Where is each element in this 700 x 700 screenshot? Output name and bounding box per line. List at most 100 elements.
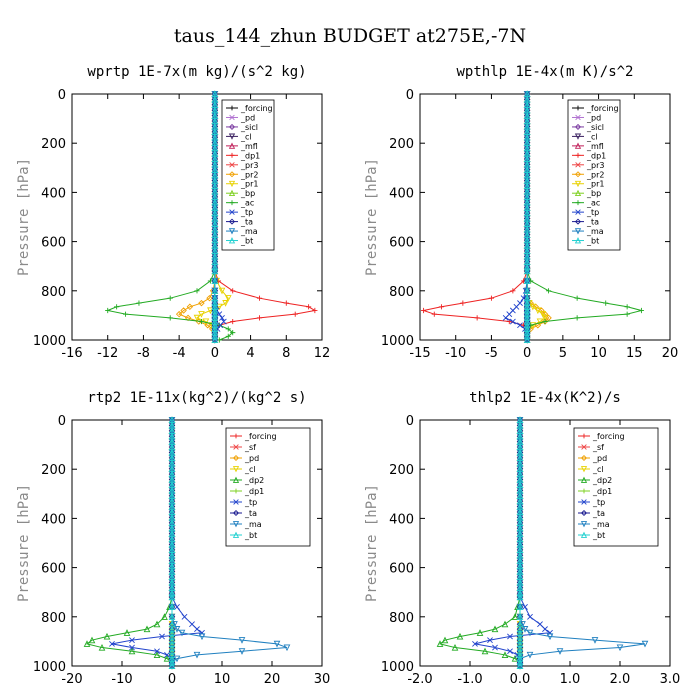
legend-marker — [575, 152, 581, 158]
y-tick-label: 800 — [41, 611, 66, 626]
x-tick-label: 20 — [662, 346, 679, 361]
legend-marker — [228, 133, 236, 140]
x-tick-label: 4 — [246, 346, 254, 361]
y-tick-label: 1000 — [33, 334, 66, 349]
legend-marker — [575, 114, 581, 121]
legend-label: _ta — [586, 218, 599, 227]
series-line-dp2 — [85, 420, 173, 666]
legend-label: _cl — [592, 465, 604, 474]
x-tick-label: -10 — [445, 346, 466, 361]
legend-marker — [574, 171, 582, 178]
legend-label: _dp1 — [592, 487, 612, 496]
legend-label: _tp — [592, 498, 605, 507]
y-tick-label: 1000 — [381, 660, 414, 675]
legend-marker — [580, 476, 588, 483]
x-tick-label: -8 — [137, 346, 150, 361]
legend-marker — [228, 218, 236, 225]
legend-label: _pd — [240, 113, 255, 122]
series-line-dp1 — [421, 94, 528, 340]
panel-title: wprtp 1E-7x(m kg)/(s^2 kg) — [87, 64, 306, 80]
y-axis-label: Pressure [hPa] — [16, 158, 32, 276]
legend-label: _pr1 — [586, 180, 604, 189]
x-tick-label: 10 — [590, 346, 607, 361]
legend-box — [225, 427, 311, 547]
legend-marker — [581, 444, 587, 450]
legend-box — [573, 427, 659, 547]
series-group — [105, 90, 318, 344]
series-line-pr2 — [178, 94, 216, 340]
legend-marker — [580, 454, 588, 462]
series-line-tp — [474, 420, 552, 666]
series-markers-dp1 — [420, 91, 530, 343]
legend-label: _sf — [592, 443, 604, 452]
legend-label: _ma — [586, 227, 604, 236]
legend-marker — [574, 228, 582, 235]
series-markers-dp2 — [83, 416, 176, 670]
legend-label: _bt — [240, 237, 253, 246]
x-tick-label: 0.0 — [510, 672, 531, 687]
y-axis-label: Pressure [hPa] — [16, 484, 32, 602]
x-tick-label: -10 — [111, 672, 132, 687]
legend-marker — [574, 180, 582, 188]
x-tick-label: 5 — [559, 346, 567, 361]
series-markers-tp — [109, 417, 205, 669]
x-tick-label: -15 — [409, 346, 430, 361]
x-tick-label: -20 — [61, 672, 82, 687]
legend-marker — [575, 105, 581, 111]
legend-label: _bt — [244, 531, 257, 540]
x-tick-label: 8 — [282, 346, 290, 361]
y-tick-label: 400 — [389, 512, 414, 527]
legend-label: _ac — [586, 199, 600, 208]
legend-label: _bp — [586, 189, 601, 198]
y-axis-label: Pressure [hPa] — [364, 484, 380, 602]
legend-label: _sicl — [586, 123, 604, 132]
series-markers-tp — [472, 417, 553, 669]
legend-label: _cl — [240, 132, 252, 141]
y-tick-label: 800 — [389, 611, 414, 626]
x-tick-label: -12 — [97, 346, 118, 361]
legend-label: _sf — [244, 443, 256, 452]
legend-marker — [233, 444, 239, 450]
legend-marker — [232, 466, 240, 473]
legend-marker — [580, 531, 588, 538]
panel-title: rtp2 1E-11x(kg^2)/(kg^2 s) — [87, 390, 306, 406]
legend-label: _dp1 — [244, 487, 264, 496]
legend-label: _mfl — [586, 142, 604, 151]
legend: _forcing_pd_sicl_cl_mfl_dp1_pr3_pr2_pr1_… — [567, 99, 621, 251]
y-tick-label: 200 — [41, 463, 66, 478]
plot-frame — [71, 93, 323, 341]
y-tick-label: 600 — [389, 562, 414, 577]
panel-title: thlp2 1E-4x(K^2)/s — [469, 390, 621, 406]
legend-marker — [581, 488, 587, 494]
legend-marker — [574, 123, 582, 130]
series-markers-bt — [523, 90, 531, 344]
series-line-dp2 — [438, 420, 521, 666]
legend-label: _tp — [586, 208, 599, 217]
y-tick-label: 200 — [389, 463, 414, 478]
legend-marker — [228, 171, 236, 178]
legend-marker — [233, 488, 239, 494]
legend: _forcing _sf _pd _cl _dp2 _dp1 _tp _ta _ma _bt — [573, 427, 659, 547]
legend-marker — [233, 433, 239, 439]
legend-label: _dp1 — [586, 151, 606, 160]
y-tick-label: 0 — [58, 88, 66, 103]
legend-marker — [575, 209, 581, 215]
legend-marker — [580, 466, 588, 473]
y-tick-label: 600 — [389, 236, 414, 251]
legend-marker — [228, 123, 236, 130]
series-markers-ta — [523, 90, 531, 344]
legend-marker — [228, 180, 236, 188]
legend-label: _cl — [586, 132, 598, 141]
legend-marker — [574, 133, 582, 140]
x-tick-label: -2.0 — [407, 672, 432, 687]
x-tick-label: -1.0 — [457, 672, 482, 687]
legend-marker — [575, 162, 581, 168]
legend-label: _dp2 — [244, 476, 264, 485]
legend-label: _bp — [240, 189, 255, 198]
legend-marker — [574, 142, 582, 149]
series-markers-ta — [211, 90, 219, 344]
chart-panel-4: thlp2 1E-4x(K^2)/s 0 200 400 600 800 1000 Press… — [364, 390, 680, 687]
legend-marker — [574, 218, 582, 225]
legend-label: _ta — [244, 509, 257, 518]
series-markers-ta — [168, 416, 176, 670]
